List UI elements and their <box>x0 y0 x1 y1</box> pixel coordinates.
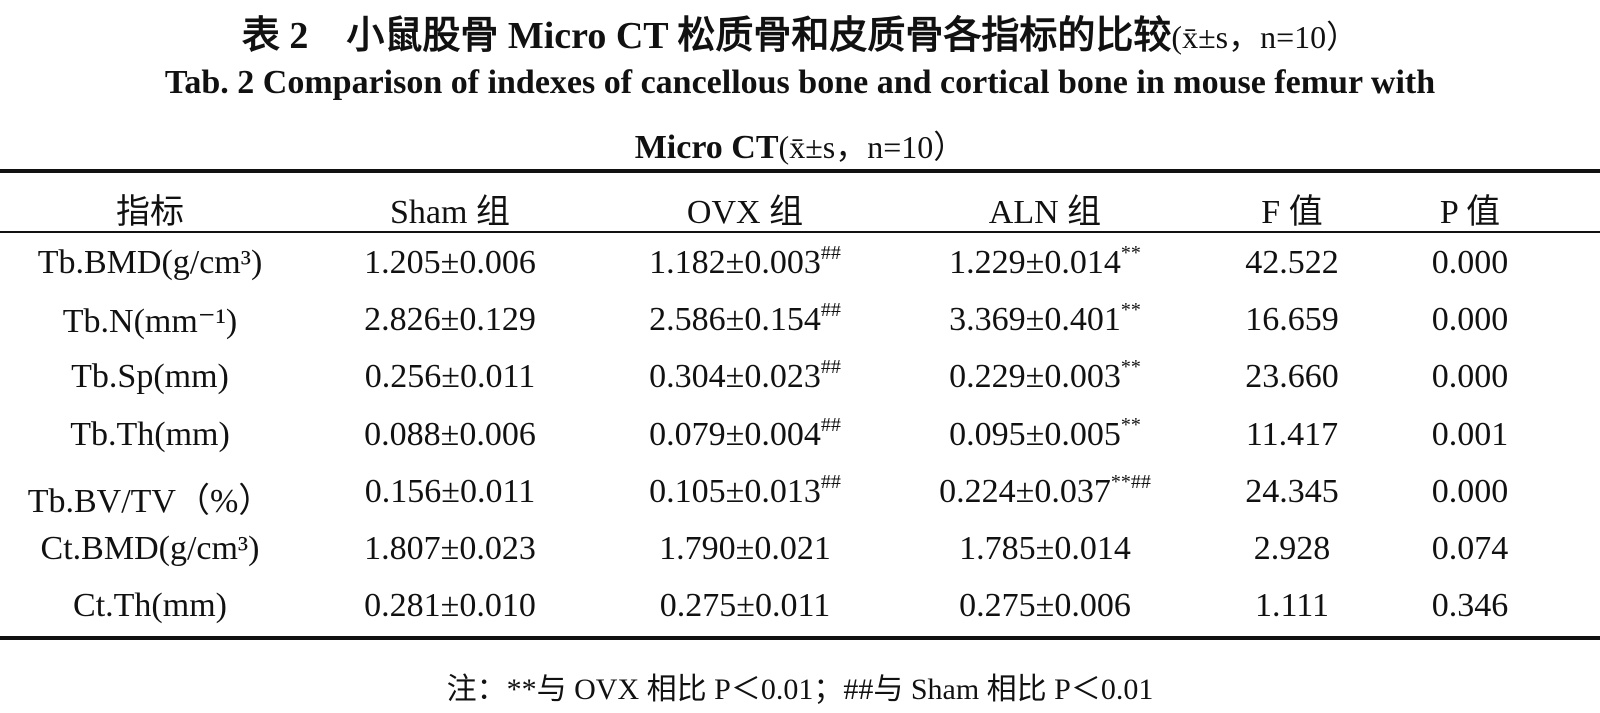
bottom-rule <box>0 636 1600 640</box>
table-cell: Ct.BMD(g/cm³) <box>40 530 260 567</box>
table-cell: 0.000 <box>1431 358 1509 396</box>
table-cell: 0.229±0.003** <box>895 356 1195 396</box>
table-cell: Tb.N(mm⁻¹) <box>62 303 238 341</box>
significance-mark: ## <box>820 299 841 322</box>
table-cell: 0.079±0.004## <box>595 413 895 454</box>
table-cell: 2.928 <box>1253 530 1331 567</box>
significance-mark: ** <box>1120 356 1141 379</box>
table-cell: 23.660 <box>1245 358 1339 396</box>
header-cell: Sham 组 <box>390 194 510 231</box>
table-cell: 3.369±0.401** <box>895 299 1195 339</box>
table-cell: Tb.BMD(g/cm³) <box>37 244 263 281</box>
table-cell: 0.346 <box>1431 587 1509 625</box>
title-main: 表 2 小鼠股骨 Micro CT 松质骨和皮质骨各指标的比较 <box>241 15 1172 57</box>
table-cell: 11.417 <box>1245 415 1339 453</box>
table-cell: 42.522 <box>1245 244 1339 281</box>
title-stat: (x̄±s，n=10） <box>1171 19 1359 55</box>
cell-text: 0.079±0.004 <box>649 415 821 453</box>
table-cell: 0.256±0.011 <box>364 358 536 396</box>
header-cell: 指标 <box>116 194 184 231</box>
table-cell: 0.088±0.006 <box>364 415 536 453</box>
header-cell: OVX 组 <box>686 194 804 231</box>
significance-mark: ## <box>820 413 841 436</box>
table-cell: 2.826±0.129 <box>364 301 536 339</box>
table-cell: 0.074 <box>1431 530 1509 567</box>
cell-text: 3.369±0.401 <box>949 301 1121 339</box>
table-cell: 1.111 <box>1255 587 1329 625</box>
cell-text: 0.095±0.005 <box>949 415 1121 453</box>
table-cell: 1.807±0.023 <box>364 530 536 567</box>
table-cell: 0.000 <box>1431 472 1509 510</box>
table-cell: 0.000 <box>1431 301 1509 339</box>
header-cell: P 值 <box>1439 194 1501 231</box>
table-cell: 0.000 <box>1431 244 1509 281</box>
table-cell: 1.785±0.014 <box>959 530 1131 567</box>
table-cell: 1.790±0.021 <box>659 530 831 567</box>
table-cell: 0.275±0.006 <box>959 587 1131 625</box>
cell-text: 0.105±0.013 <box>649 472 821 510</box>
table-cell: Tb.Sp(mm) <box>71 358 229 396</box>
title: 表 2 小鼠股骨 Micro CT 松质骨和皮质骨各指标的比较(x̄±s，n=1… <box>0 4 1600 59</box>
table-cell: 0.156±0.011 <box>364 472 536 510</box>
significance-mark: ** <box>1120 242 1141 264</box>
cell-text: 0.229±0.003 <box>949 358 1121 396</box>
significance-mark: ## <box>820 470 841 493</box>
note: 注：**与 OVX 相比 P＜0.01；##与 Sham 相比 P＜0.01 <box>446 673 1154 706</box>
subtitle: Micro CT(x̄±s，n=10） <box>0 122 1600 168</box>
table-cell: 1.205±0.006 <box>364 244 536 281</box>
table-cell: 0.304±0.023## <box>595 356 895 396</box>
significance-mark: ## <box>820 242 841 264</box>
cell-text: 1.182±0.003 <box>649 244 821 281</box>
top-rule <box>0 169 1600 173</box>
table-cell: Tb.Th(mm) <box>70 415 230 453</box>
header-cell: ALN 组 <box>988 194 1102 231</box>
cell-text: 1.229±0.014 <box>949 244 1121 281</box>
table-cell: 0.275±0.011 <box>659 587 831 625</box>
cell-text: 0.304±0.023 <box>649 358 821 396</box>
table-cell: Tb.BV/TV（%） <box>27 482 273 520</box>
significance-mark: ** <box>1120 413 1141 436</box>
table-cell: 0.224±0.037**## <box>895 470 1195 511</box>
subtitle-text: Micro CT <box>634 129 779 166</box>
header-rule <box>0 231 1600 233</box>
table-cell: 0.281±0.010 <box>364 587 536 625</box>
significance-mark: ** <box>1120 299 1141 322</box>
table-cell: 1.229±0.014** <box>895 242 1195 282</box>
table-cell: 1.182±0.003## <box>595 242 895 282</box>
table-cell: 2.586±0.154## <box>595 299 895 339</box>
cell-text: 0.224±0.037 <box>939 472 1111 510</box>
table-cell: 0.001 <box>1431 415 1509 453</box>
cell-text: 2.586±0.154 <box>649 301 821 339</box>
subtitle-stat: (x̄±s，n=10） <box>778 129 966 165</box>
table-cell: 24.345 <box>1245 472 1339 510</box>
table-cell: Ct.Th(mm) <box>73 587 227 625</box>
table-cell: 0.105±0.013## <box>595 470 895 511</box>
header-cell: F 值 <box>1261 194 1323 231</box>
significance-mark: ## <box>820 356 841 379</box>
significance-mark: **## <box>1110 470 1151 493</box>
table-cell: 16.659 <box>1245 301 1339 339</box>
table-cell: 0.095±0.005** <box>895 413 1195 454</box>
subtitle: Tab. 2 Comparison of indexes of cancello… <box>164 64 1436 101</box>
